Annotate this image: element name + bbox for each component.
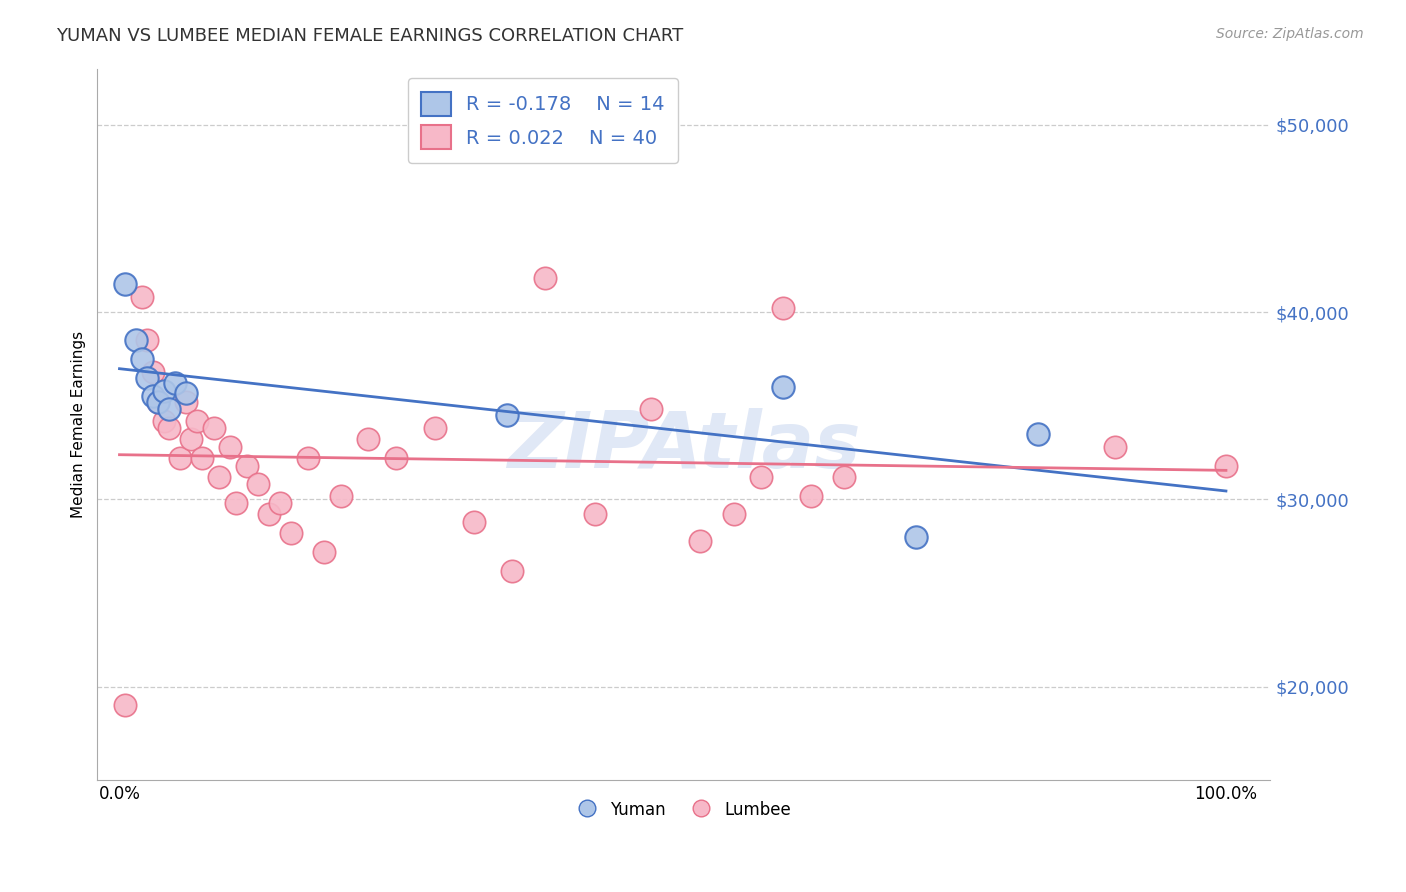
Point: [219, 440, 242, 454]
Point: [1104, 440, 1126, 454]
Point: [257, 508, 280, 522]
Point: [297, 451, 319, 466]
Point: [114, 698, 136, 713]
Point: [235, 458, 257, 473]
Point: [800, 489, 823, 503]
Point: [246, 477, 269, 491]
Point: [225, 496, 247, 510]
Point: [136, 333, 159, 347]
Point: [114, 277, 136, 291]
Point: [186, 414, 208, 428]
Point: [385, 451, 408, 466]
Point: [142, 389, 165, 403]
Point: [423, 421, 446, 435]
Point: [329, 489, 352, 503]
Point: [1215, 458, 1237, 473]
Point: [191, 451, 214, 466]
Text: ZIPAtlas: ZIPAtlas: [508, 408, 860, 483]
Point: [463, 515, 485, 529]
Point: [832, 470, 855, 484]
Point: [905, 530, 928, 544]
Point: [772, 301, 794, 316]
Point: [163, 376, 186, 391]
Point: [157, 421, 180, 435]
Point: [148, 395, 170, 409]
Point: [174, 385, 197, 400]
Point: [157, 402, 180, 417]
Point: [152, 384, 174, 398]
Point: [583, 508, 606, 522]
Point: [142, 365, 165, 379]
Text: YUMAN VS LUMBEE MEDIAN FEMALE EARNINGS CORRELATION CHART: YUMAN VS LUMBEE MEDIAN FEMALE EARNINGS C…: [56, 27, 683, 45]
Point: [269, 496, 291, 510]
Point: [689, 533, 711, 548]
Point: [131, 290, 153, 304]
Point: [495, 408, 517, 422]
Point: [208, 470, 231, 484]
Point: [169, 451, 191, 466]
Point: [202, 421, 225, 435]
Point: [148, 395, 170, 409]
Point: [152, 414, 174, 428]
Y-axis label: Median Female Earnings: Median Female Earnings: [72, 331, 86, 518]
Point: [131, 351, 153, 366]
Point: [501, 564, 523, 578]
Point: [180, 433, 202, 447]
Point: [280, 526, 302, 541]
Legend: Yuman, Lumbee: Yuman, Lumbee: [569, 794, 797, 825]
Point: [723, 508, 745, 522]
Point: [136, 370, 159, 384]
Point: [749, 470, 772, 484]
Point: [314, 545, 336, 559]
Point: [1026, 426, 1049, 441]
Point: [534, 271, 557, 285]
Point: [357, 433, 380, 447]
Point: [772, 380, 794, 394]
Point: [640, 402, 662, 417]
Point: [174, 395, 197, 409]
Point: [125, 333, 148, 347]
Text: Source: ZipAtlas.com: Source: ZipAtlas.com: [1216, 27, 1364, 41]
